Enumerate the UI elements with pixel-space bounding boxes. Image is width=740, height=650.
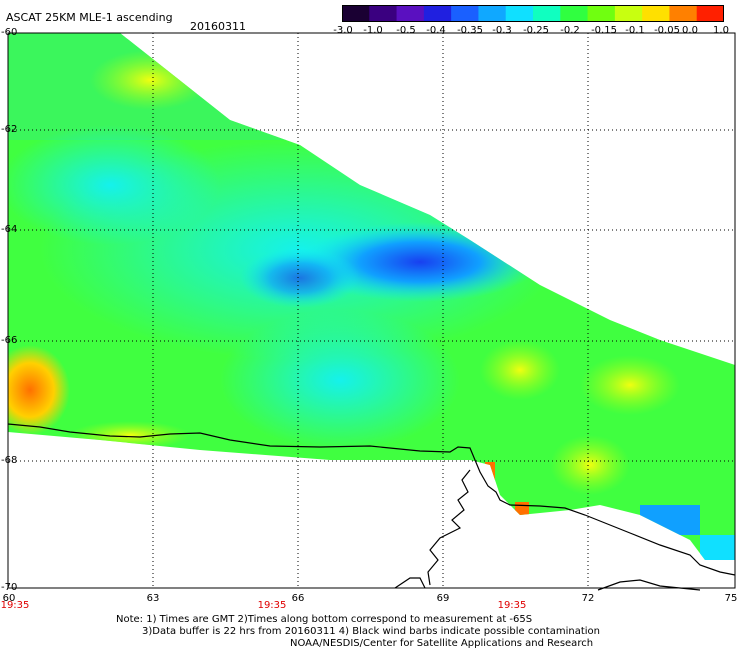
- colorbar-label: -0.4: [426, 25, 446, 36]
- colorbar-segment: [478, 5, 507, 22]
- colorbar-segment: [451, 5, 479, 22]
- colorbar-label: -0.2: [560, 25, 580, 36]
- lat-label: -62: [1, 124, 18, 135]
- time-label: 19:35: [0, 600, 30, 611]
- lat-label: -68: [1, 455, 18, 466]
- colorbar-label: -0.5: [396, 25, 416, 36]
- colorbar-segment: [396, 5, 425, 22]
- colorbar-label: -0.05: [654, 25, 680, 36]
- lon-label: 69: [436, 593, 450, 604]
- lon-label: 60: [2, 593, 16, 604]
- colorbar-label: -0.35: [457, 25, 483, 36]
- note-line-3: NOAA/NESDIS/Center for Satellite Applica…: [290, 638, 594, 649]
- colorbar-segment: [342, 5, 370, 22]
- colorbar: [342, 5, 724, 22]
- time-label: 19:35: [257, 600, 287, 611]
- coastline: [7, 423, 736, 591]
- colorbar-label: -0.1: [625, 25, 645, 36]
- note-line-2: 3)Data buffer is 22 hrs from 20160311 4)…: [142, 626, 600, 637]
- colorbar-label: -0.25: [523, 25, 549, 36]
- colorbar-label: -1.0: [363, 25, 383, 36]
- map-frame: [7, 32, 736, 589]
- colorbar-segment: [369, 5, 398, 22]
- colorbar-segment: [560, 5, 589, 22]
- colorbar-labels: -3.0 -1.0 -0.5 -0.4 -0.35 -0.3 -0.25 -0.…: [330, 25, 740, 39]
- colorbar-segment: [533, 5, 561, 22]
- lat-label: -66: [1, 335, 18, 346]
- map-title: ASCAT 25KM MLE-1 ascending: [6, 11, 173, 24]
- lon-label: 63: [146, 593, 160, 604]
- colorbar-segment: [423, 5, 452, 22]
- lon-label: 66: [291, 593, 305, 604]
- lat-lon-grid: [8, 33, 735, 588]
- colorbar-segment: [696, 5, 724, 22]
- time-label: 19:35: [497, 600, 527, 611]
- lon-label: 75: [724, 593, 738, 604]
- lon-label: 72: [581, 593, 595, 604]
- lat-label: -60: [1, 27, 18, 38]
- colorbar-segment: [505, 5, 534, 22]
- colorbar-frame: [342, 5, 724, 22]
- colorbar-label: -3.0: [333, 25, 353, 36]
- colorbar-label: -0.3: [492, 25, 512, 36]
- colorbar-label: 0.0: [682, 25, 698, 36]
- colorbar-segment: [642, 5, 670, 22]
- colorbar-label: -0.15: [591, 25, 617, 36]
- colorbar-segment: [669, 5, 698, 22]
- lat-label: -64: [1, 224, 18, 235]
- colorbar-segment: [614, 5, 643, 22]
- colorbar-label: 1.0: [713, 25, 729, 36]
- colorbar-segment: [587, 5, 616, 22]
- note-line-1: Note: 1) Times are GMT 2)Times along bot…: [116, 614, 533, 625]
- lat-label: -70: [1, 582, 18, 593]
- map-date: 20160311: [190, 20, 246, 33]
